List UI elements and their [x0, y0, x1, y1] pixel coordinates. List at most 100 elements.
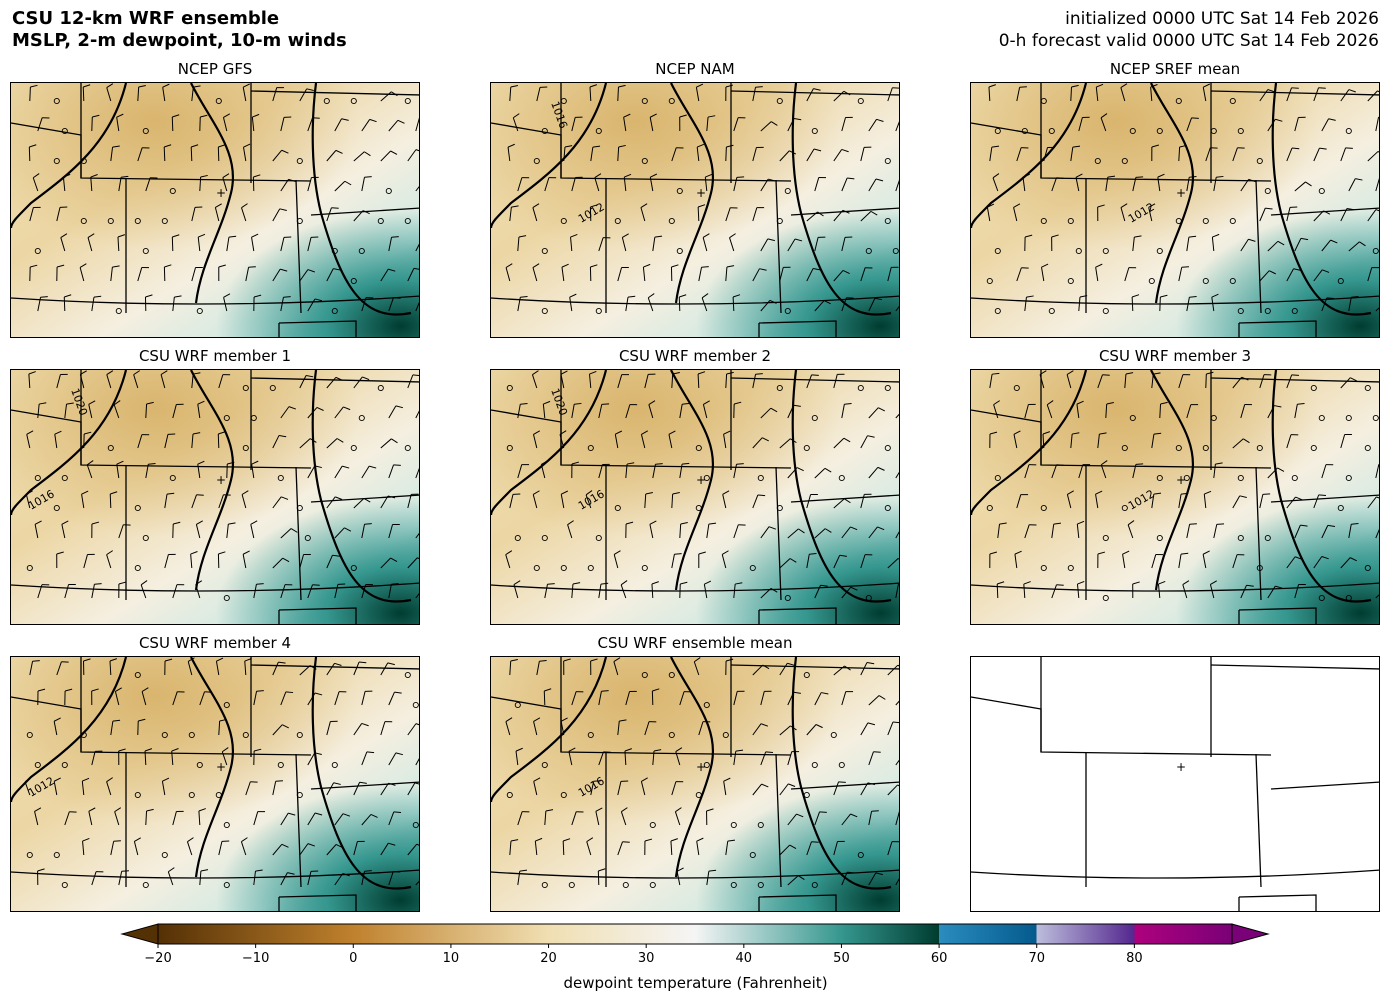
wind-barb-icon [250, 520, 258, 539]
calm-circle-icon [776, 217, 783, 225]
wind-barb-icon [509, 493, 521, 509]
wind-barb-icon [679, 402, 690, 419]
wind-barb-icon [841, 177, 855, 192]
wind-barb-icon [841, 813, 858, 826]
calm-circle-icon [404, 444, 411, 452]
wind-barb-icon [617, 374, 630, 389]
wind-barb-icon [1016, 494, 1029, 509]
wind-barb-icon [218, 264, 226, 282]
wind-barb-icon [833, 498, 851, 509]
calm-circle-icon [80, 731, 87, 739]
wind-barb-icon [28, 144, 37, 162]
calm-circle-icon [541, 534, 548, 542]
wind-barb-icon [1024, 234, 1033, 252]
wind-barb-icon [1313, 556, 1329, 569]
wind-barb-icon [1267, 585, 1283, 599]
wind-barb-icon [106, 83, 114, 102]
wind-barb-icon [334, 813, 351, 826]
wind-barb-icon [1286, 268, 1301, 282]
wind-barb-icon [163, 264, 172, 282]
wind-barb-icon [698, 266, 709, 282]
calm-circle-icon [34, 247, 41, 255]
wind-barb-icon [1348, 178, 1363, 192]
forecast-map-panel: + [10, 82, 420, 338]
wind-barb-icon [1151, 554, 1164, 569]
wind-barb-icon [361, 523, 372, 539]
calm-circle-icon [169, 474, 176, 482]
plus-marker-icon: + [216, 186, 226, 200]
wind-barb-icon [353, 661, 367, 676]
wind-barb-icon [787, 467, 804, 479]
colorbar-tick-label: 0 [349, 951, 357, 966]
wind-barb-icon [1024, 464, 1037, 479]
wind-barb-icon [1095, 263, 1103, 282]
wind-barb-icon [860, 493, 872, 509]
calm-circle-icon [169, 187, 176, 195]
calm-circle-icon [857, 384, 864, 392]
wind-barb-icon [989, 145, 1000, 162]
wind-barb-icon [543, 688, 552, 706]
wind-barb-icon [221, 747, 229, 766]
calm-circle-icon [134, 504, 141, 512]
calm-circle-icon [1102, 247, 1109, 255]
wind-barb-icon [1211, 293, 1219, 312]
wind-barb-icon [887, 87, 899, 102]
wind-barb-icon [133, 370, 141, 389]
wind-barb-icon [380, 150, 398, 162]
colorbar-tick-label: 60 [931, 951, 948, 966]
wind-barb-icon [697, 371, 706, 389]
wind-barb-icon [841, 691, 854, 706]
wind-barb-icon [1105, 175, 1116, 192]
wind-barb-icon [218, 494, 231, 509]
title-line-1: CSU 12-km WRF ensemble [12, 8, 280, 29]
wind-barb-icon [172, 810, 184, 826]
calm-circle-icon [34, 761, 41, 769]
wind-barb-icon [993, 400, 1000, 419]
wind-barb-icon [733, 176, 745, 192]
calm-circle-icon [865, 247, 872, 255]
wind-barb-icon [388, 236, 399, 252]
wind-barb-icon [334, 527, 352, 539]
wind-barb-icon [299, 665, 317, 676]
wind-barb-icon [415, 297, 419, 312]
wind-barb-icon [841, 586, 858, 599]
calm-circle-icon [622, 881, 629, 889]
wind-barb-icon [595, 807, 603, 826]
forecast-map-panel: 1012 + [970, 369, 1380, 625]
wind-barb-icon [640, 777, 648, 796]
wind-barb-icon [1367, 267, 1379, 282]
calm-circle-icon [107, 217, 114, 225]
map-svg: 1012+ [971, 83, 1379, 337]
wind-barb-icon [163, 144, 172, 162]
calm-circle-icon [560, 217, 567, 225]
calm-circle-icon [350, 564, 357, 572]
wind-barb-icon [1024, 403, 1036, 419]
wind-barb-icon [598, 463, 610, 479]
wind-barb-icon [388, 583, 399, 599]
calm-circle-icon [1210, 127, 1217, 135]
wind-barb-icon [725, 839, 736, 856]
wind-barb-icon [725, 265, 735, 282]
calm-circle-icon [649, 821, 656, 829]
wind-barb-icon [570, 233, 578, 252]
wind-barb-icon [118, 581, 127, 599]
wind-barb-icon [407, 374, 419, 389]
calm-circle-icon [134, 564, 141, 572]
calm-circle-icon [695, 791, 702, 799]
calm-circle-icon [404, 97, 411, 105]
calm-circle-icon [331, 247, 338, 255]
wind-barb-icon [505, 717, 513, 736]
calm-circle-icon [242, 384, 249, 392]
wind-barb-icon [833, 270, 850, 282]
wind-barb-icon [1151, 372, 1161, 389]
wind-barb-icon [1321, 297, 1335, 312]
wind-barb-icon [779, 725, 797, 736]
wind-barb-icon [806, 148, 822, 162]
calm-circle-icon [61, 761, 68, 769]
calm-circle-icon [1121, 504, 1128, 512]
wind-barb-icon [887, 266, 899, 282]
calm-circle-icon [614, 217, 621, 225]
wind-barb-icon [512, 113, 520, 132]
wind-barb-icon [589, 204, 598, 222]
wind-barb-icon [334, 180, 352, 192]
